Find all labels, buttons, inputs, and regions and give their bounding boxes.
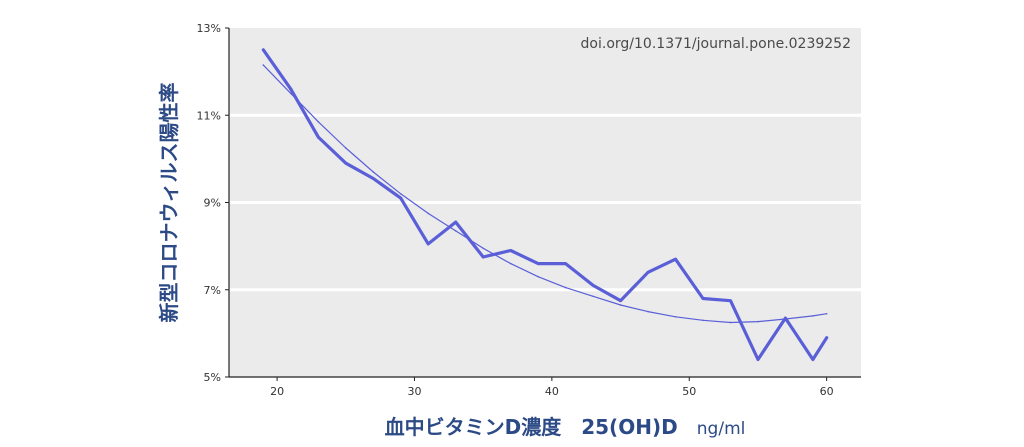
x-tick-label: 40 <box>545 385 559 398</box>
trend-point <box>825 312 828 315</box>
x-axis-label-unit: ng/ml <box>697 419 746 439</box>
doi-annotation: doi.org/10.1371/journal.pone.0239252 <box>581 36 851 52</box>
gridlines <box>229 113 861 292</box>
trend-point <box>757 320 759 323</box>
series-line-positivity <box>261 48 829 362</box>
trend-point <box>482 247 484 250</box>
trend-point <box>427 212 430 215</box>
x-tick-label: 60 <box>820 385 834 398</box>
trend-point <box>372 171 375 173</box>
x-axis-label: 血中ビタミンD濃度 25(OH)D ng/ml <box>385 415 746 439</box>
trend-point <box>399 192 402 195</box>
trend-point <box>317 120 320 123</box>
trend-point <box>674 315 677 318</box>
data-point <box>372 177 375 180</box>
tick-labels: 5% 7% 9% 11% 13% 20 30 40 50 60 <box>197 22 834 398</box>
x-tick-label: 20 <box>270 385 284 398</box>
data-point <box>592 284 594 287</box>
trend-point <box>262 64 265 66</box>
data-point <box>537 262 539 265</box>
y-axis-label: 新型コロナウィルス陽性率 <box>157 83 181 323</box>
x-tick-label: 50 <box>682 385 696 398</box>
trend-point <box>812 315 814 317</box>
data-point <box>509 249 512 252</box>
trend-point <box>619 304 622 306</box>
data-point <box>729 299 732 302</box>
trend-point <box>537 275 539 278</box>
trend-point <box>509 262 512 265</box>
trend-point <box>784 318 787 320</box>
trend-point <box>454 230 457 232</box>
data-point <box>290 88 292 90</box>
data-point <box>619 299 622 302</box>
trend-point <box>592 295 594 298</box>
data-point <box>702 297 704 300</box>
data-point <box>262 49 265 51</box>
y-tick-label: 11% <box>197 109 221 122</box>
data-point <box>317 136 320 138</box>
data-point <box>647 271 649 274</box>
x-tick-label: 30 <box>407 385 421 398</box>
series-line-trend <box>262 64 828 324</box>
y-tick-label: 7% <box>204 284 221 297</box>
trend-point <box>647 310 649 313</box>
y-tick-label: 9% <box>204 197 221 210</box>
trend-point <box>564 286 567 289</box>
data-point <box>564 262 567 265</box>
data-point <box>427 243 430 245</box>
data-point <box>454 221 457 223</box>
trend-point <box>702 319 704 322</box>
data-point <box>344 162 347 165</box>
series-lines <box>261 48 829 362</box>
data-point <box>825 336 828 339</box>
data-point <box>674 258 677 261</box>
x-axis-label-main: 血中ビタミンD濃度 25(OH)D <box>385 415 678 439</box>
data-point <box>482 256 484 258</box>
data-point <box>812 358 814 361</box>
data-point <box>757 358 759 361</box>
data-point <box>399 197 402 199</box>
trend-point <box>290 92 292 95</box>
axes <box>225 27 861 381</box>
y-tick-label: 13% <box>197 22 221 35</box>
trend-point <box>729 321 732 324</box>
trend-point <box>344 147 347 149</box>
y-tick-label: 5% <box>204 371 221 384</box>
